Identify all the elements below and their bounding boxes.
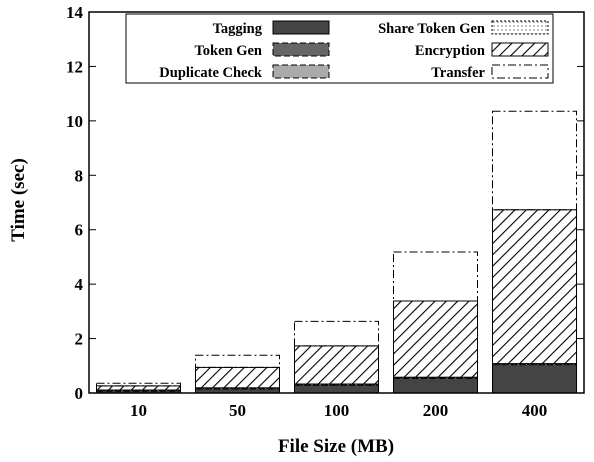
- legend-swatch: [491, 64, 549, 79]
- bar-segment-encryption-400: [492, 209, 577, 365]
- bar-segment-tagging-200: [393, 377, 478, 394]
- x-tick-label: 200: [423, 401, 449, 420]
- x-tick-label: 10: [130, 401, 147, 420]
- legend: Tagging Token Gen Duplicate Check Share Tok…: [125, 13, 554, 84]
- x-axis-label: File Size (MB): [278, 436, 394, 457]
- bar-segment-tagging-400: [492, 363, 577, 394]
- bar-segment-transfer-400: [492, 110, 577, 211]
- y-tick-label: 14: [66, 3, 84, 22]
- bar-segment-encryption-200: [393, 300, 478, 378]
- bar-segment-encryption-100: [294, 345, 379, 385]
- legend-label: Tagging: [213, 21, 263, 37]
- y-tick-label: 6: [75, 221, 84, 240]
- x-tick-label: 50: [229, 401, 246, 420]
- legend-label: Encryption: [415, 43, 485, 59]
- bar-segment-transfer-50: [195, 354, 280, 368]
- y-tick-label: 10: [66, 112, 83, 131]
- y-tick-label: 12: [66, 57, 83, 76]
- bar-segment-encryption-50: [195, 366, 280, 389]
- legend-swatch: [491, 20, 549, 35]
- legend-swatch: [272, 64, 330, 79]
- y-tick-label: 4: [75, 275, 84, 294]
- legend-box: [125, 13, 554, 84]
- legend-label: Token Gen: [194, 43, 262, 59]
- bar-segment-transfer-100: [294, 320, 379, 347]
- bar-segment-transfer-10: [96, 382, 181, 387]
- y-tick-label: 8: [75, 166, 84, 185]
- bar-segment-tagging-100: [294, 384, 379, 394]
- bar-segment-encryption-10: [96, 385, 181, 391]
- bars-layer: [96, 110, 577, 394]
- y-axis: 0 2 4 6 8 10 12 14: [66, 3, 584, 403]
- legend-label: Transfer: [431, 65, 485, 81]
- legend-label: Duplicate Check: [159, 65, 263, 81]
- legend-swatch: [491, 42, 549, 57]
- legend-label: Share Token Gen: [378, 21, 485, 37]
- x-tick-label: 100: [324, 401, 350, 420]
- y-tick-label: 0: [75, 384, 84, 403]
- y-axis-label: Time (sec): [8, 158, 29, 242]
- legend-swatch: [272, 42, 330, 57]
- y-tick-label: 2: [75, 330, 84, 349]
- x-tick-label: 400: [522, 401, 548, 420]
- x-axis: 10 50 100 200 400: [130, 401, 547, 420]
- bar-segment-transfer-200: [393, 251, 478, 302]
- plot-frame: [88, 11, 585, 394]
- legend-swatch: [272, 20, 330, 35]
